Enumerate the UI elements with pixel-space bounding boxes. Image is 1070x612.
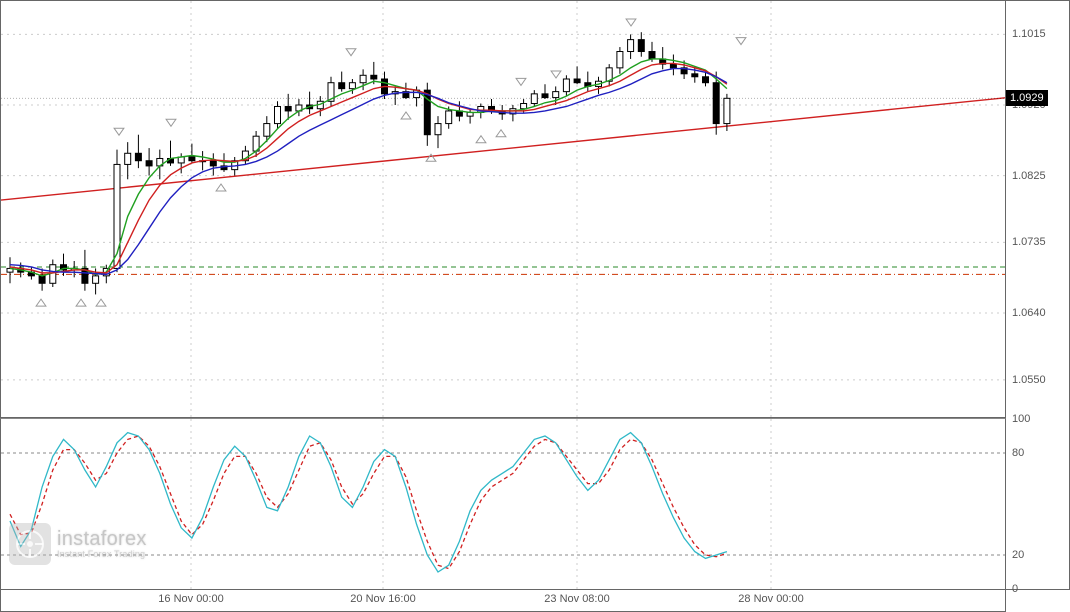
indicator-y-label: 0 [1012,583,1018,595]
forex-chart-container: instaforex Instant Forex Trading 1.0550 1… [0,0,1070,612]
price-y-label: 1.0550 [1012,374,1046,386]
x-axis: 16 Nov 00:00 20 Nov 16:00 23 Nov 08:00 28 N… [0,590,1006,612]
watermark: instaforex Instant Forex Trading [9,523,147,565]
stochastic-svg [1,419,1005,589]
price-y-label: 1.0825 [1012,170,1046,182]
brand-logo-icon [9,523,51,565]
indicator-y-label: 20 [1012,549,1024,561]
indicator-y-label: 100 [1012,413,1030,425]
price-y-label: 1.1015 [1012,28,1046,40]
current-price-tag: 1.0929 [1006,90,1048,106]
indicator-y-label: 80 [1012,447,1024,459]
watermark-brand: instaforex [57,529,147,550]
watermark-tagline: Instant Forex Trading [57,550,147,559]
time-x-label: 20 Nov 16:00 [350,593,415,605]
time-x-label: 16 Nov 00:00 [158,593,223,605]
time-x-label: 23 Nov 08:00 [544,593,609,605]
price-y-label: 1.0640 [1012,307,1046,319]
time-x-label: 28 Nov 00:00 [738,593,803,605]
price-svg [1,1,1005,417]
price-y-label: 1.0735 [1012,236,1046,248]
price-panel[interactable] [0,0,1006,418]
stochastic-panel[interactable]: instaforex Instant Forex Trading [0,418,1006,590]
y-axis-right: 1.05501.06401.07351.08251.09201.10151.09… [1006,0,1070,590]
